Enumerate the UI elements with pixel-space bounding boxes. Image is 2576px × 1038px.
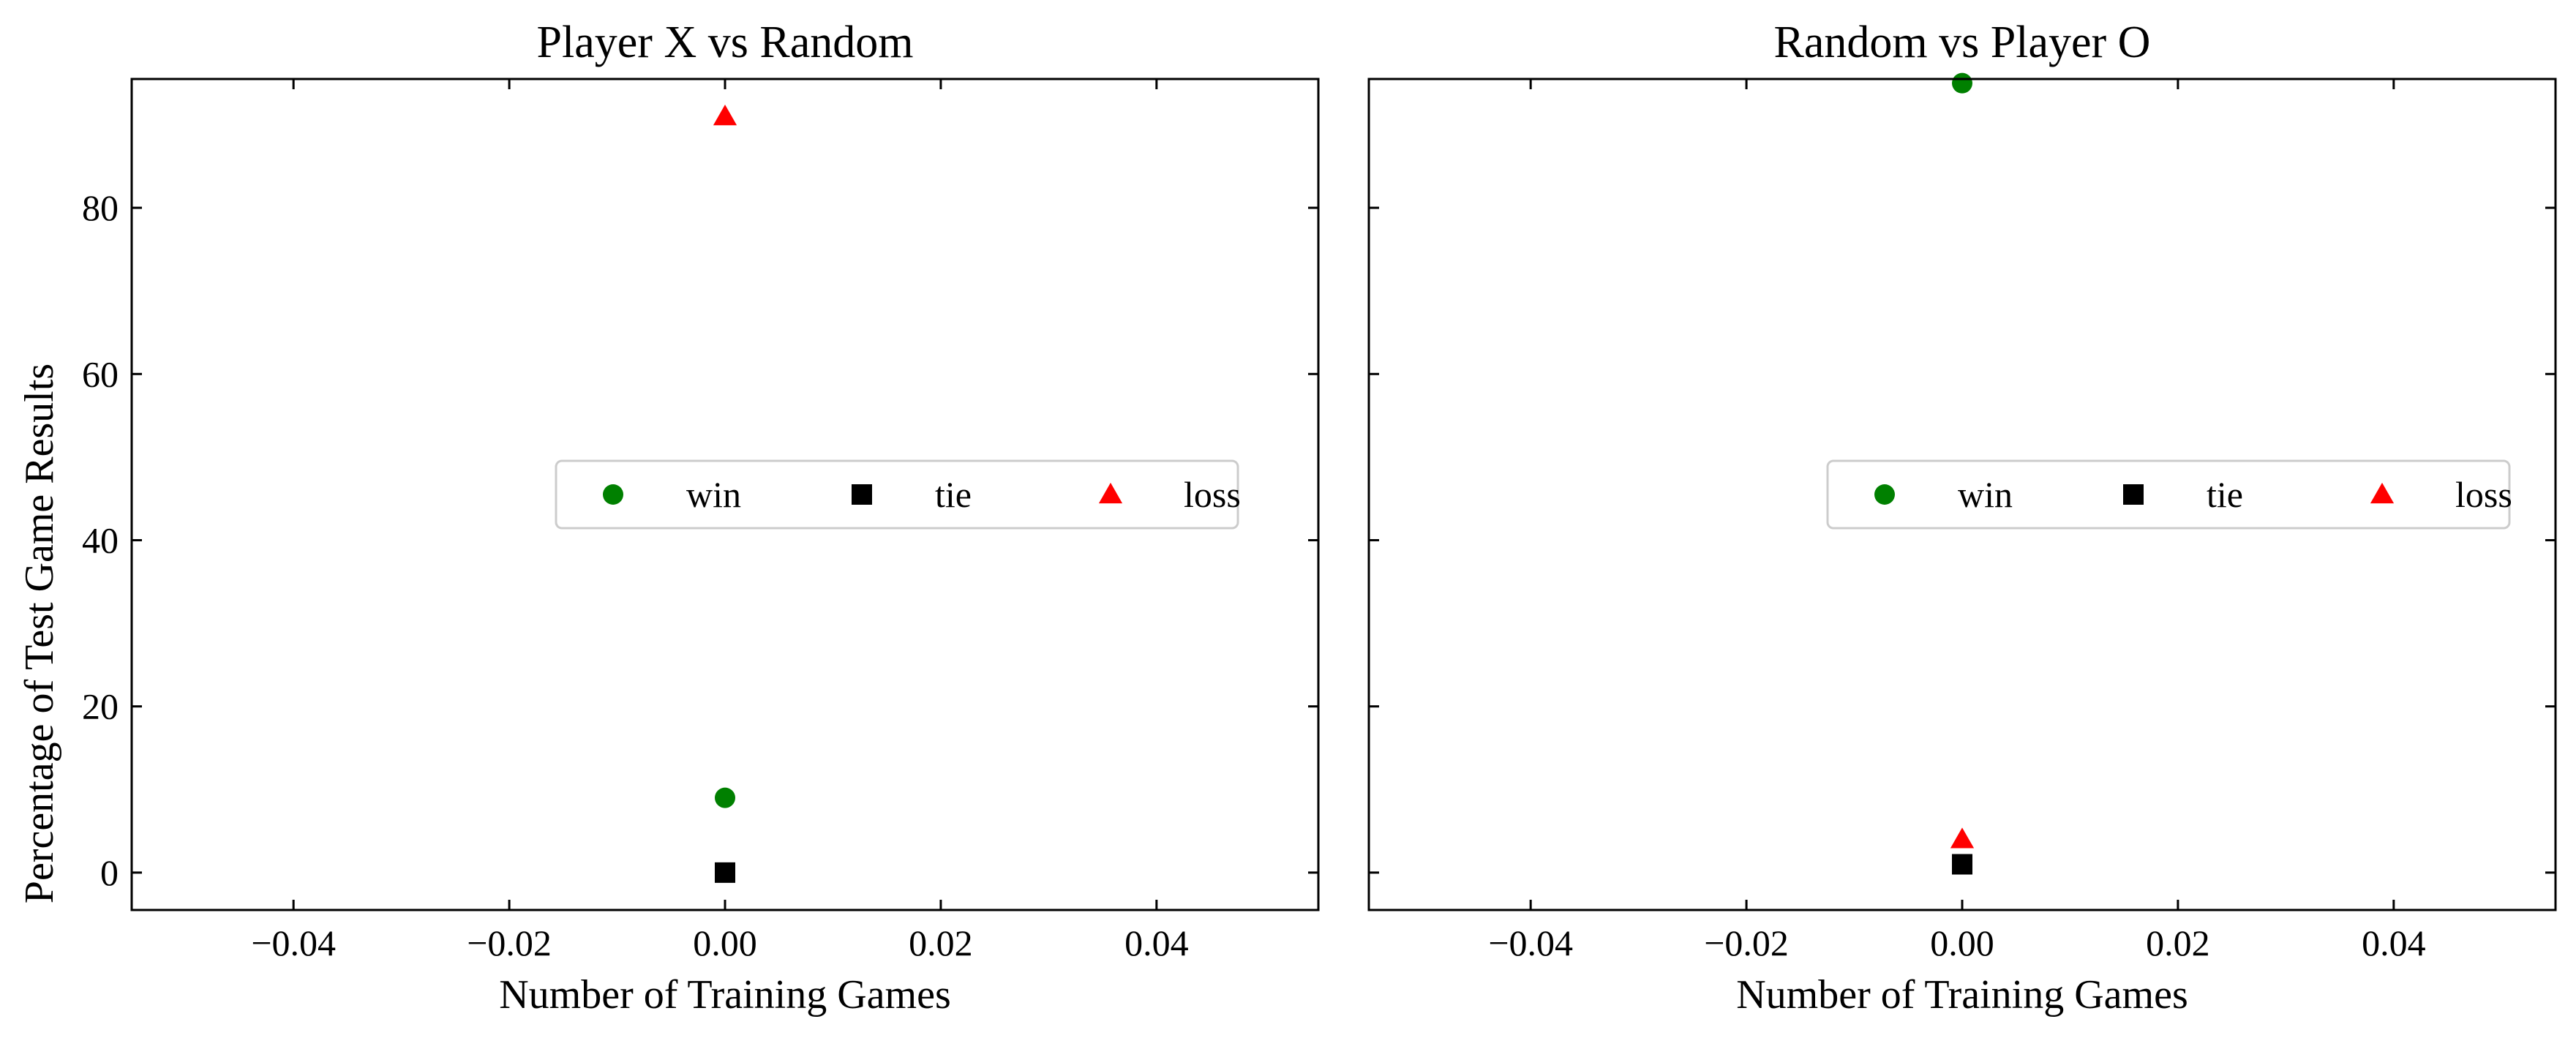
y-tick-label: 0 bbox=[100, 852, 119, 893]
legend-tie-label: tie bbox=[935, 474, 972, 515]
x-tick-label: 0.02 bbox=[909, 922, 973, 963]
legend-loss-marker bbox=[2370, 482, 2395, 504]
x-axis-label: Number of Training Games bbox=[1736, 972, 2188, 1018]
x-tick-label: −0.02 bbox=[1704, 922, 1789, 963]
legend: win tie loss bbox=[1826, 459, 2512, 530]
legend-tie-label: tie bbox=[2207, 474, 2243, 515]
legend-win-label: win bbox=[1958, 474, 2013, 515]
x-tick-label: 0.04 bbox=[2362, 922, 2426, 963]
y-tick-label: 80 bbox=[82, 187, 119, 228]
x-axis-label: Number of Training Games bbox=[499, 972, 951, 1018]
win-point bbox=[1952, 72, 1972, 94]
loss-point bbox=[713, 105, 737, 126]
plot-frame bbox=[130, 78, 1320, 911]
x-tick-label: 0.00 bbox=[1930, 922, 1994, 963]
legend-loss-label: loss bbox=[2455, 474, 2512, 515]
legend-tie-marker bbox=[2123, 484, 2144, 505]
legend-win-marker bbox=[603, 484, 623, 505]
y-tick-label: 60 bbox=[82, 353, 119, 394]
legend-box bbox=[1826, 459, 2511, 530]
legend-items: win tie loss bbox=[1874, 474, 2512, 515]
x-tick-label: −0.04 bbox=[1488, 922, 1573, 963]
axis-ticks bbox=[132, 79, 1318, 910]
legend-tie-marker bbox=[852, 484, 872, 505]
x-tick-label: −0.02 bbox=[467, 922, 552, 963]
chart-title: Random vs Player O bbox=[1774, 18, 2151, 67]
legend-win-label: win bbox=[686, 474, 741, 515]
chart-title: Player X vs Random bbox=[537, 18, 914, 67]
legend-items: win tie loss bbox=[603, 474, 1241, 515]
data-points bbox=[713, 105, 737, 883]
x-tick-label: 0.02 bbox=[2146, 922, 2210, 963]
x-tick-label: 0.00 bbox=[693, 922, 757, 963]
legend-loss-label: loss bbox=[1184, 474, 1241, 515]
tie-point bbox=[1952, 854, 1972, 875]
tick-labels: −0.04 −0.02 0.00 0.02 0.04 bbox=[1488, 922, 2425, 963]
legend-box bbox=[555, 459, 1239, 530]
x-tick-label: −0.04 bbox=[251, 922, 336, 963]
tick-labels: −0.04 −0.02 0.00 0.02 0.04 0 20 40 60 80 bbox=[82, 187, 1189, 963]
plot-frame bbox=[1367, 78, 2557, 911]
chart-panel-random-vs-player-o: Random vs Player O Number of Training Ga… bbox=[1367, 18, 2557, 1018]
tie-point bbox=[715, 862, 735, 883]
y-tick-label: 20 bbox=[82, 686, 119, 727]
legend-loss-marker bbox=[1098, 482, 1123, 504]
x-tick-label: 0.04 bbox=[1124, 922, 1189, 963]
y-tick-label: 40 bbox=[82, 519, 119, 560]
legend-win-marker bbox=[1874, 484, 1895, 505]
chart-panel-player-x-vs-random: Player X vs Random Number of Training Ga… bbox=[82, 18, 1320, 1018]
loss-point bbox=[1950, 827, 1975, 849]
legend: win tie loss bbox=[555, 459, 1241, 530]
win-point bbox=[715, 787, 735, 808]
y-axis-label: Percentage of Test Game Results bbox=[17, 364, 62, 903]
